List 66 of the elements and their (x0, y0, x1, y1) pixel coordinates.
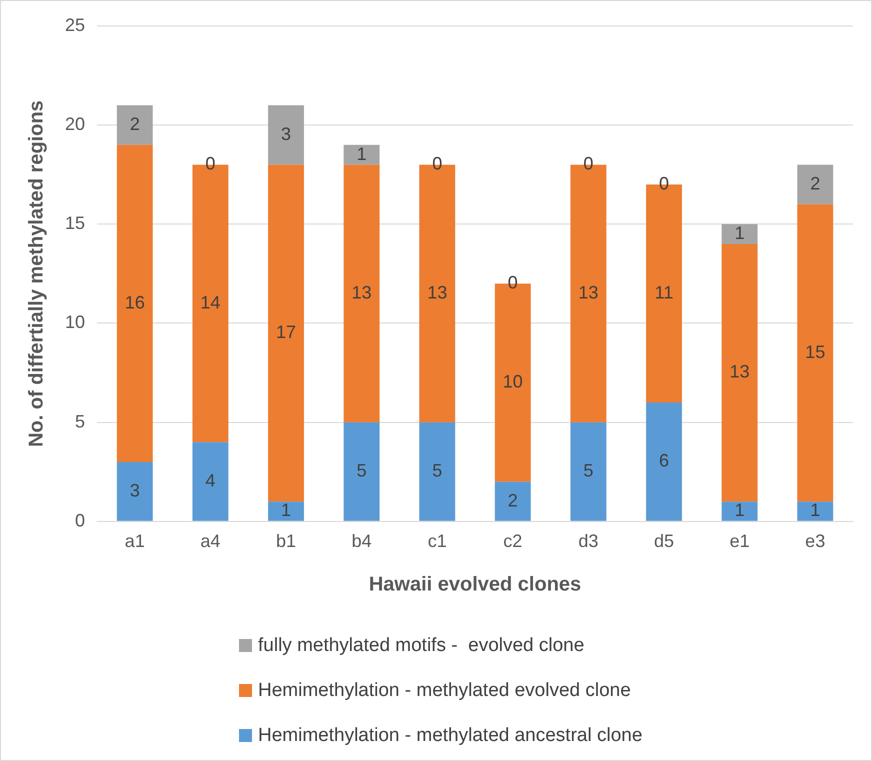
bar (192, 442, 228, 521)
bar (646, 402, 682, 521)
data-label: 5 (583, 460, 594, 481)
y-tick-label: 5 (75, 411, 86, 432)
y-tick-label: 10 (64, 312, 86, 332)
data-label: 11 (654, 282, 674, 302)
data-label: 13 (427, 282, 448, 302)
data-label: 15 (805, 342, 826, 362)
y-axis-title: No. of differtially methylated regions (26, 100, 48, 448)
data-label: 13 (352, 282, 372, 302)
bar (116, 144, 153, 462)
y-tick-label: 15 (64, 213, 86, 234)
data-label: 13 (578, 282, 598, 302)
legend-label: Hemimethylation - methylated ancestral clone (258, 724, 642, 746)
data-label: 2 (130, 114, 140, 134)
bar (797, 502, 834, 521)
x-tick-label: b4 (352, 531, 372, 552)
data-label: 2 (508, 490, 518, 510)
data-label: 3 (281, 124, 292, 144)
bar (268, 164, 304, 502)
bar (570, 422, 606, 521)
data-label: 1 (810, 500, 820, 520)
x-tick-label: c2 (503, 531, 522, 552)
x-tick-label: a4 (200, 531, 220, 552)
bar (722, 224, 758, 244)
data-label: 1 (734, 500, 745, 520)
data-label: 17 (276, 322, 296, 342)
bar (797, 204, 834, 502)
data-label: 16 (124, 292, 145, 312)
data-label: 1 (356, 144, 367, 164)
x-tick-label: b1 (276, 531, 296, 552)
x-tick-label: d3 (578, 531, 598, 552)
bar (344, 144, 380, 165)
bar (722, 502, 758, 521)
bar (344, 422, 380, 521)
bar (268, 502, 304, 521)
data-label: 13 (730, 362, 750, 382)
data-label: 5 (356, 460, 367, 481)
x-tick-label: a1 (124, 531, 145, 552)
bar (116, 105, 153, 145)
data-label: 10 (502, 372, 523, 392)
bar (722, 244, 758, 502)
data-label: 4 (205, 470, 216, 490)
data-label: 5 (432, 460, 442, 481)
legend-label: Hemimethylation - methylated evolved clone (258, 680, 631, 702)
legend-label: fully methylated motifs - evolved clone (258, 634, 584, 656)
x-tick-label: e1 (730, 531, 750, 552)
data-label: 1 (734, 223, 745, 244)
bar (419, 422, 456, 521)
x-tick-label: c1 (428, 531, 447, 552)
bar (797, 164, 834, 204)
x-tick-label: e3 (805, 531, 826, 552)
data-label: 1 (281, 500, 292, 520)
bar (268, 105, 304, 165)
data-label: 3 (130, 480, 140, 500)
bar (116, 462, 153, 521)
x-tick-label: d5 (654, 531, 674, 552)
data-label: 2 (810, 173, 820, 194)
x-axis-title: Hawaii evolved clones (368, 574, 582, 596)
bar (494, 482, 531, 521)
bar (344, 164, 380, 422)
y-tick-label: 0 (75, 510, 86, 530)
y-tick-label: 20 (64, 114, 86, 134)
data-label: 6 (659, 450, 670, 471)
data-label: 14 (200, 292, 220, 312)
y-tick-label: 25 (64, 14, 86, 35)
